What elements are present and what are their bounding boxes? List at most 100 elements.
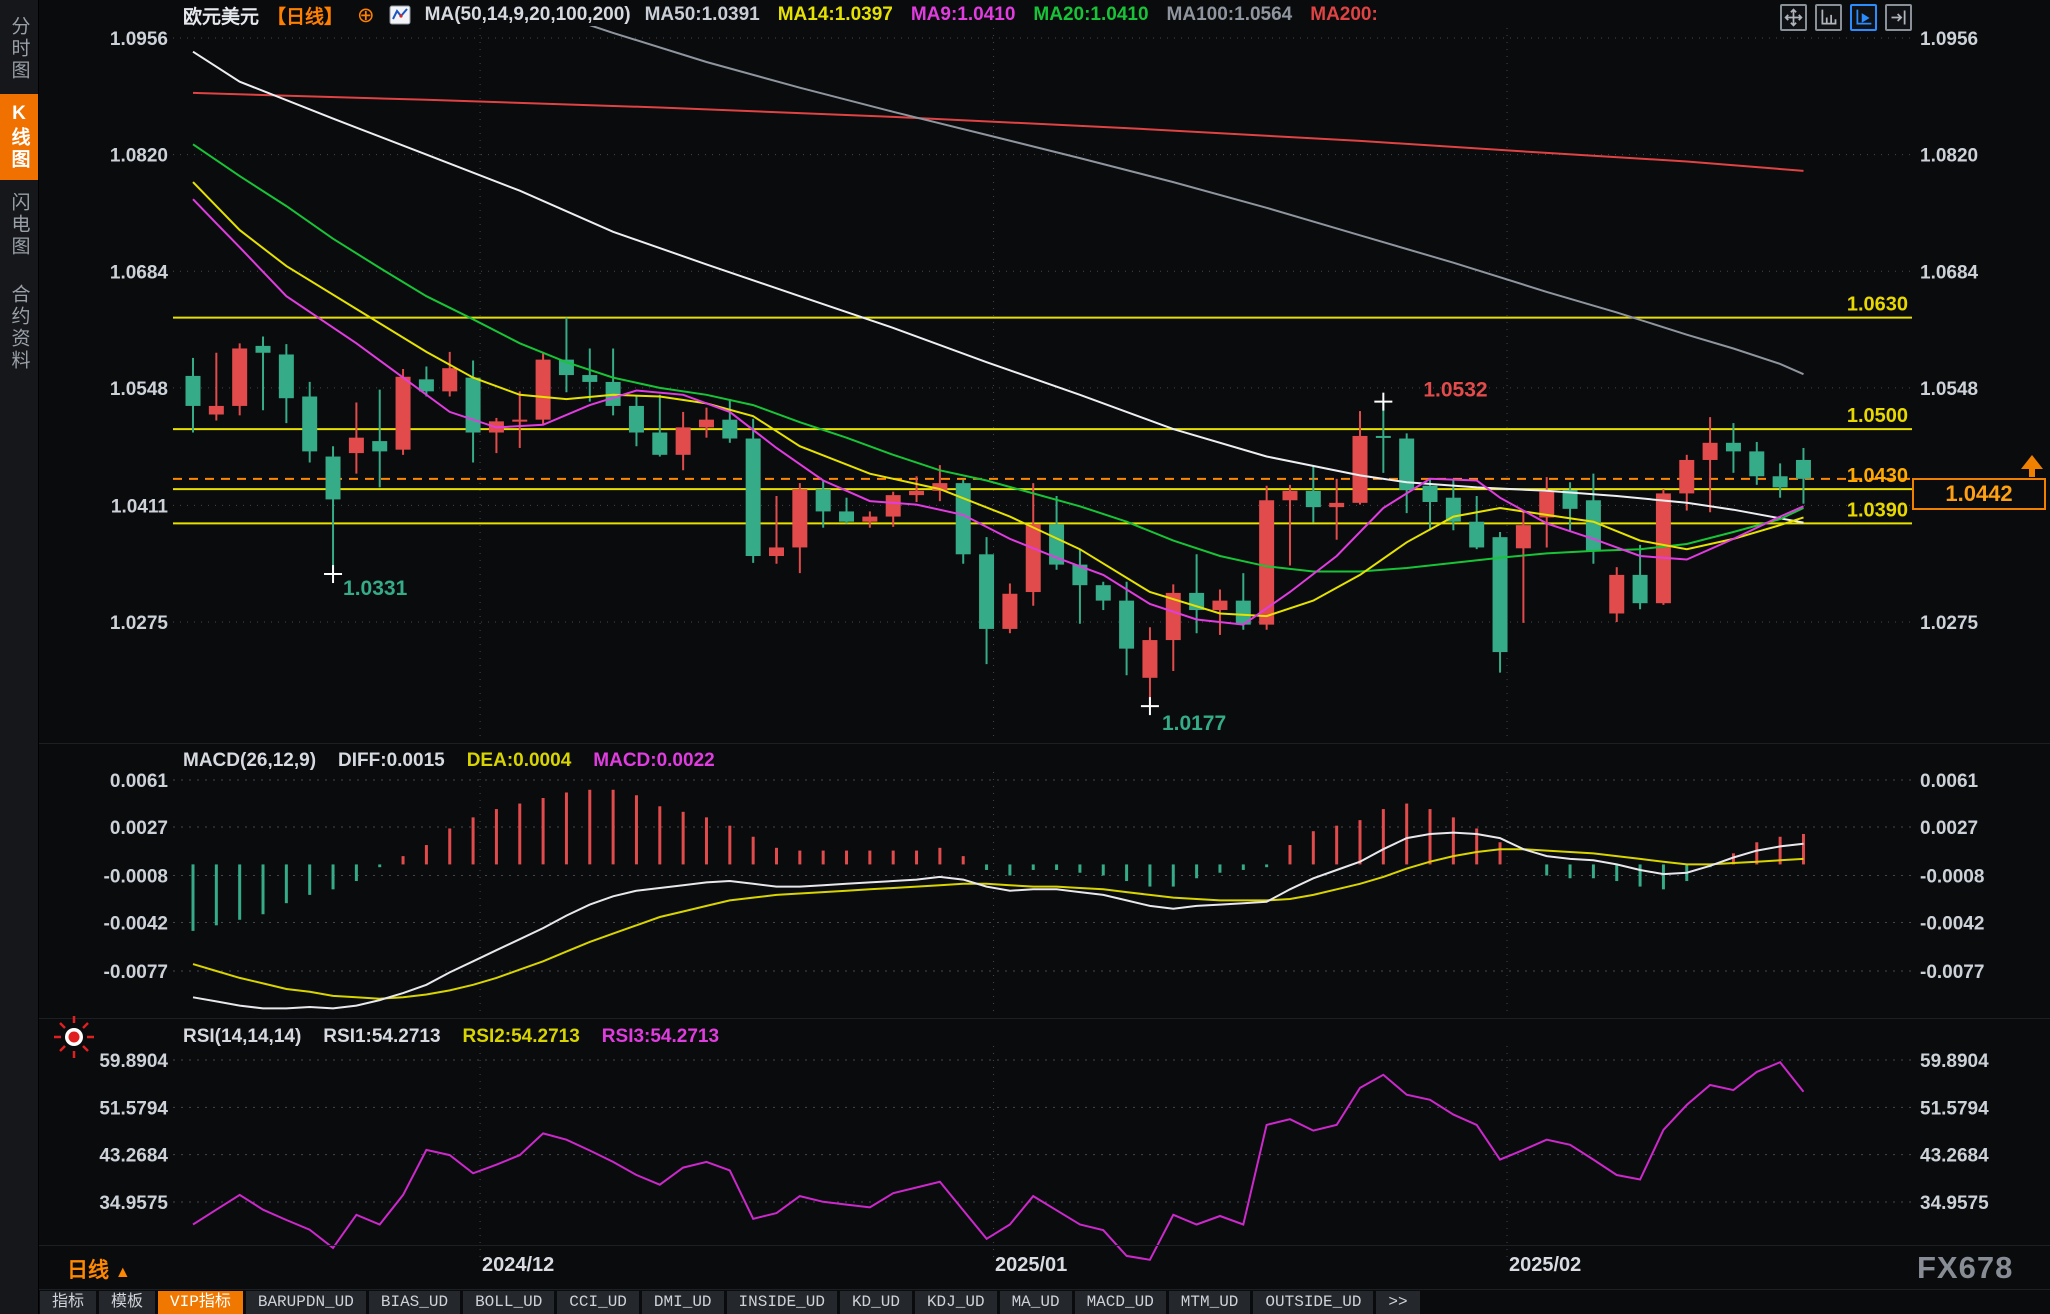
- pan-tool-icon[interactable]: [1780, 4, 1807, 31]
- candle-body: [745, 438, 761, 557]
- rsi-axis-label-right: 34.9575: [1920, 1193, 1989, 1214]
- candle-body: [769, 547, 784, 557]
- price-pane[interactable]: [173, 2, 1912, 740]
- macd-axis-label-left: -0.0008: [104, 866, 168, 887]
- candle-body: [582, 375, 598, 382]
- macd-hist-value: MACD:0.0022: [593, 750, 715, 771]
- tab-indicators[interactable]: 指标: [40, 1291, 97, 1314]
- macd-axis-label-right: 0.0061: [1920, 771, 1979, 792]
- candle-body: [979, 554, 995, 629]
- price-axis-label-right: 1.0548: [1920, 379, 1978, 400]
- candle-body: [698, 419, 714, 428]
- tab-templates[interactable]: 模板: [99, 1291, 156, 1314]
- candle-body: [395, 376, 411, 450]
- ma-value-label: MA200:: [1310, 4, 1378, 25]
- macd-diff-value: DIFF:0.0015: [338, 750, 445, 771]
- macd-axis-label-right: -0.0008: [1920, 866, 1984, 887]
- x-axis-label-feb: 2025/02: [1509, 1254, 1582, 1276]
- candle-body: [1562, 489, 1578, 509]
- rsi-header: RSI(14,14,14) RSI1:54.2713 RSI2:54.2713 …: [183, 1026, 719, 1048]
- macd-axis-label-left: 0.0061: [110, 771, 169, 792]
- pane-divider: [0, 1018, 2050, 1019]
- macd-pane-overlay: 0.0061 0.0061 0.0027 0.0027 -0.0008 -0.0008 -0…: [104, 771, 1985, 983]
- rsi-axis-label-right: 43.2684: [1920, 1146, 1989, 1167]
- macd-diff-line: [192, 831, 1804, 1010]
- candle-body: [348, 437, 364, 454]
- candle-body: [1445, 497, 1461, 522]
- sidebar-item-contract-info[interactable]: 合约资料: [8, 284, 30, 372]
- candle-body: [932, 483, 948, 491]
- candle-body: [1585, 500, 1601, 551]
- tab-vip-indicators[interactable]: VIP指标: [158, 1291, 243, 1314]
- candle-body: [535, 359, 551, 420]
- candle-body: [1539, 491, 1555, 518]
- extreme-price-annotation: 1.0532: [1423, 379, 1487, 402]
- tab-bias-ud[interactable]: BIAS_UD: [368, 1291, 461, 1314]
- candle-body: [1212, 600, 1228, 611]
- tab-dmi-ud[interactable]: DMI_UD: [641, 1291, 724, 1314]
- chart-toolbar: [1780, 4, 1912, 31]
- price-axis-label-left: 1.0956: [110, 29, 168, 50]
- axis-scale-tool-icon[interactable]: [1815, 4, 1842, 31]
- tab-kd-ud[interactable]: KD_UD: [839, 1291, 912, 1314]
- price-axis-label-left: 1.0275: [110, 613, 169, 634]
- tab-barupdn-ud[interactable]: BARUPDN_UD: [245, 1291, 366, 1314]
- price-axis-label-right: 1.0684: [1920, 262, 1979, 283]
- rsi-axis-label-right: 59.8904: [1920, 1051, 1989, 1072]
- symbol-name: 欧元美元: [183, 6, 260, 28]
- macd-header: MACD(26,12,9) DIFF:0.0015 DEA:0.0004 MAC…: [183, 750, 715, 772]
- price-pane-overlay: 1.0956 1.0820 1.0684 1.0548 1.0411 1.0275 1.09…: [110, 29, 1979, 735]
- candle-body: [418, 379, 434, 392]
- candle-body: [1235, 600, 1251, 625]
- crosshair-icon[interactable]: ⊕: [357, 3, 375, 27]
- candle-body: [1492, 537, 1508, 653]
- macd-axis-label-left: -0.0042: [104, 914, 168, 935]
- price-axis-label-right: 1.0956: [1920, 29, 1978, 50]
- tab-mtm-ud[interactable]: MTM_UD: [1168, 1291, 1251, 1314]
- price-axis-label-right: 1.0275: [1920, 613, 1979, 634]
- sidebar-item-tick-chart[interactable]: 闪电图: [8, 192, 30, 258]
- candle-body: [442, 368, 458, 392]
- footer-period-label[interactable]: 日线 ▲: [67, 1259, 131, 1282]
- candle-body: [1095, 585, 1111, 601]
- autoscroll-tool-icon[interactable]: [1850, 4, 1877, 31]
- ma-settings-label: MA(50,14,9,20,100,200): [424, 4, 631, 25]
- sidebar-item-timeline-chart[interactable]: 分时图: [8, 16, 30, 82]
- extreme-price-annotation: 1.0177: [1162, 712, 1226, 735]
- rsi-axis-label-left: 34.9575: [99, 1193, 168, 1214]
- sidebar-item-candlestick-chart[interactable]: K线图: [0, 94, 38, 180]
- ma-line-ma9: [192, 198, 1804, 626]
- current-price-tag: 1.0442: [1912, 478, 2046, 510]
- rsi-line: [192, 1060, 1805, 1261]
- tab-boll-ud[interactable]: BOLL_UD: [463, 1291, 555, 1314]
- tab-more[interactable]: >>: [1376, 1291, 1420, 1314]
- tab-kdj-ud[interactable]: KDJ_UD: [914, 1291, 997, 1314]
- tab-inside-ud[interactable]: INSIDE_UD: [726, 1291, 837, 1314]
- period-tag[interactable]: 【日线】: [267, 6, 344, 28]
- tab-cci-ud[interactable]: CCI_UD: [557, 1291, 639, 1314]
- candle-body: [1375, 435, 1391, 438]
- extreme-price-annotation: 1.0331: [343, 577, 408, 600]
- candle-body: [1772, 476, 1788, 488]
- macd-dea-line: [192, 848, 1804, 1000]
- tab-ma-ud[interactable]: MA_UD: [999, 1291, 1072, 1314]
- tab-macd-ud[interactable]: MACD_UD: [1074, 1291, 1166, 1314]
- rsi-pane[interactable]: [173, 1046, 1912, 1262]
- chart-type-icon[interactable]: [389, 5, 411, 25]
- macd-title: MACD(26,12,9): [183, 750, 317, 771]
- goto-latest-tool-icon[interactable]: [1885, 4, 1912, 31]
- rsi-title: RSI(14,14,14): [183, 1026, 302, 1047]
- macd-pane[interactable]: [173, 772, 1912, 1014]
- left-sidebar: 分时图 K线图 闪电图 合约资料: [0, 0, 39, 1314]
- candle-body: [1305, 490, 1321, 508]
- candle-body: [255, 345, 271, 353]
- tab-outside-ud[interactable]: OUTSIDE_UD: [1253, 1291, 1374, 1314]
- candle-body: [1469, 521, 1485, 548]
- ma-value-labels: MA50:1.0391 MA14:1.0397 MA9:1.0410 MA20:1.0…: [645, 4, 1378, 26]
- candle-body: [1515, 525, 1531, 549]
- ma-value-label: MA14:1.0397: [777, 4, 893, 25]
- candle-body: [1072, 564, 1088, 586]
- ma-line-ma20: [192, 143, 1804, 573]
